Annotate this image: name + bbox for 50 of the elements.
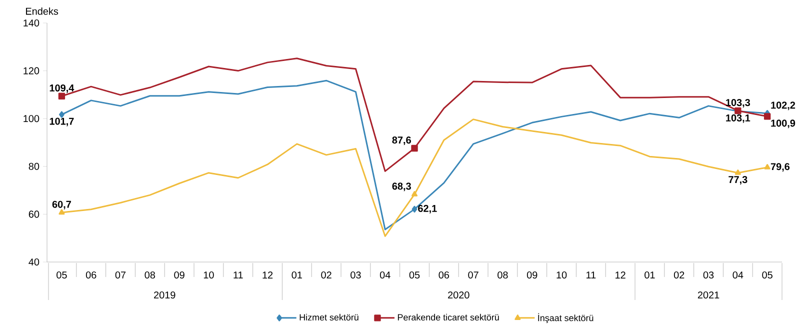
x-tick-label: 01 — [292, 271, 302, 279]
x-tick-label: 10 — [556, 271, 567, 279]
y-tick-label: 120 — [24, 67, 40, 74]
x-tick-label: 04 — [732, 271, 744, 279]
data-label: 102,2 — [771, 102, 796, 110]
legend-label: İnşaat sektörü — [538, 313, 594, 323]
legend-label: Perakende ticaret sektörü — [398, 314, 499, 321]
x-tick-label: 03 — [350, 271, 361, 279]
data-label: 103,3 — [726, 99, 750, 108]
x-tick-label: 06 — [86, 271, 96, 279]
x-tick-label: 03 — [703, 271, 714, 279]
x-tick-label: 10 — [204, 271, 214, 279]
data-label: 109,4 — [50, 84, 74, 93]
x-tick-label: 12 — [616, 272, 626, 278]
x-tick-label: 02 — [321, 271, 332, 279]
y-tick-label: 140 — [24, 19, 40, 27]
x-tick-label: 07 — [468, 271, 478, 279]
x-tick-label: 01 — [644, 271, 655, 279]
data-label: 103,1 — [726, 114, 750, 123]
x-tick-label: 08 — [498, 271, 508, 279]
x-tick-label: 11 — [234, 272, 243, 278]
text: 2019 — [154, 291, 176, 299]
y-tick-label: 100 — [24, 115, 40, 122]
data-label: 62,1 — [418, 204, 437, 214]
x-tick-label: 05 — [409, 271, 420, 279]
x-tick-label: 08 — [144, 271, 156, 279]
x-tick-label: 04 — [380, 271, 390, 279]
x-tick-label: 09 — [174, 271, 184, 279]
x-tick-label: 02 — [674, 271, 684, 279]
x-tick-label: 09 — [526, 271, 538, 279]
text: 2021 — [698, 291, 720, 299]
data-label: 60,7 — [52, 200, 71, 210]
x-tick-label: 07 — [115, 271, 126, 279]
data-label: 77,3 — [728, 176, 748, 185]
y-tick-label: 80 — [28, 162, 40, 170]
x-tick-label: 11 — [586, 272, 596, 278]
data-label: 100,9 — [771, 120, 796, 128]
y-tick-label: 60 — [28, 210, 40, 218]
data-label: 87,6 — [392, 136, 411, 146]
data-label: 101,7 — [50, 118, 74, 126]
x-tick-label: 05 — [762, 271, 772, 279]
legend-label: Hizmet sektörü — [300, 314, 358, 321]
x-tick-label: 12 — [262, 272, 273, 278]
data-label: 68,3 — [392, 182, 411, 192]
y-axis-title: Endeks — [26, 7, 58, 15]
data-label: 79,6 — [770, 163, 790, 172]
x-tick-label: 06 — [438, 271, 450, 279]
text: 2020 — [448, 291, 470, 299]
x-tick-label: 05 — [56, 271, 67, 279]
y-tick-label: 40 — [28, 258, 40, 266]
